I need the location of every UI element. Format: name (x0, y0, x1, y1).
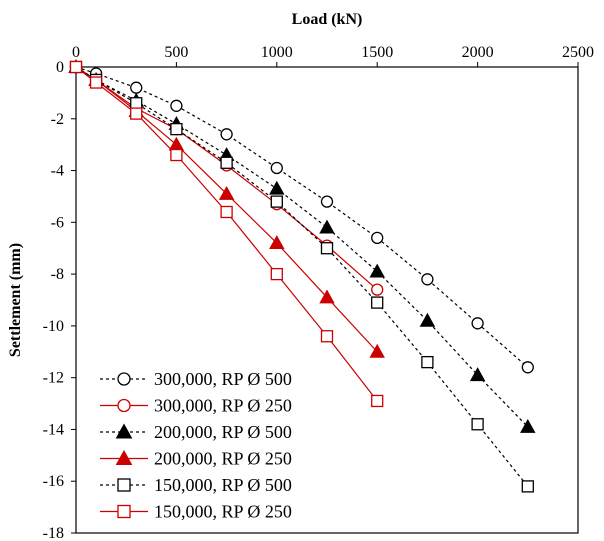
legend-item: 150,000, RP Ø 250 (100, 502, 292, 522)
series-line (75, 66, 529, 368)
data-point-open-square (130, 97, 143, 110)
y-tick-label: -10 (43, 318, 64, 335)
y-tick-label: -14 (43, 421, 64, 438)
axes: 0 500 1000 1500 2000 2500 0 -2 -4 -6 -8 -10 -12 -14 -1… (43, 44, 594, 541)
data-point-filled-triangle (115, 423, 133, 439)
data-point-open-circle (220, 128, 233, 141)
data-point-open-square (320, 330, 334, 343)
data-point-filled-triangle (269, 235, 285, 250)
x-tick-label: 500 (164, 44, 188, 61)
data-point-open-circle (130, 81, 143, 94)
y-tick-label: -2 (51, 111, 64, 128)
data-point-open-square (220, 205, 233, 219)
data-point-open-square (371, 394, 384, 408)
legend: 300,000, RP Ø 500 300,000, RP Ø 250 200,00… (100, 369, 292, 522)
y-tick-label: -6 (51, 214, 64, 231)
y-tick-label: -16 (43, 473, 64, 490)
legend-item: 300,000, RP Ø 500 (100, 369, 292, 389)
y-tick-label: -18 (43, 525, 64, 541)
data-point-filled-triangle (269, 180, 285, 195)
data-point-open-square (270, 195, 283, 208)
data-point-open-square (130, 107, 143, 120)
data-point-open-square (89, 76, 103, 89)
y-tick-label: -8 (51, 266, 64, 283)
data-point-open-square (371, 296, 384, 309)
data-point-open-square (117, 478, 131, 492)
x-tick-label: 0 (72, 44, 80, 61)
data-point-filled-triangle (369, 343, 385, 358)
data-point-open-square (270, 267, 283, 281)
data-point-open-circle (117, 372, 131, 386)
data-point-filled-triangle (319, 219, 335, 234)
legend-item: 150,000, RP Ø 500 (100, 475, 292, 495)
data-point-open-square (69, 60, 83, 74)
legend-label: 300,000, RP Ø 500 (154, 369, 292, 389)
series-layer (68, 59, 536, 493)
data-point-open-square (421, 355, 434, 369)
data-point-filled-triangle (218, 185, 235, 200)
data-point-open-square (170, 148, 183, 162)
y-axis-title: Settlement (mm) (7, 243, 24, 357)
legend-label: 300,000, RP Ø 250 (154, 396, 292, 416)
data-point-open-square (471, 418, 484, 431)
legend-label: 150,000, RP Ø 500 (154, 475, 292, 495)
y-tick-label: -4 (51, 163, 64, 180)
data-point-open-circle (371, 231, 384, 245)
data-point-filled-triangle (520, 418, 536, 433)
legend-label: 200,000, RP Ø 500 (154, 422, 292, 442)
data-point-open-circle (471, 317, 484, 330)
data-point-open-square (170, 122, 183, 136)
legend-label: 150,000, RP Ø 250 (154, 502, 292, 522)
data-point-open-square (220, 156, 233, 169)
x-tick-label: 1500 (361, 44, 393, 61)
series-6 (69, 60, 384, 408)
x-tick-label: 2500 (562, 44, 594, 61)
data-point-open-circle (117, 398, 131, 413)
x-tick-label: 2000 (462, 44, 494, 61)
data-point-open-circle (320, 195, 334, 208)
data-point-open-circle (521, 361, 534, 374)
data-point-open-square (521, 480, 534, 493)
data-point-open-square (117, 504, 131, 519)
x-tick-label: 1000 (261, 44, 293, 61)
data-point-filled-triangle (369, 263, 385, 278)
y-tick-label: -12 (43, 370, 64, 387)
data-point-filled-triangle (319, 289, 335, 304)
x-axis-title: Load (kN) (292, 11, 363, 28)
series-line (75, 66, 378, 402)
legend-item: 300,000, RP Ø 250 (100, 396, 292, 416)
data-point-open-circle (371, 283, 384, 296)
data-point-open-circle (270, 161, 283, 175)
legend-item: 200,000, RP Ø 500 (100, 422, 292, 442)
data-point-open-circle (421, 273, 434, 286)
data-point-filled-triangle (419, 312, 436, 327)
data-point-filled-triangle (469, 367, 486, 382)
legend-label: 200,000, RP Ø 250 (154, 449, 292, 469)
data-point-open-square (320, 242, 334, 255)
data-point-open-circle (170, 99, 183, 112)
data-point-filled-triangle (115, 449, 133, 465)
y-tick-label: 0 (56, 59, 64, 76)
legend-item: 200,000, RP Ø 250 (100, 449, 292, 469)
